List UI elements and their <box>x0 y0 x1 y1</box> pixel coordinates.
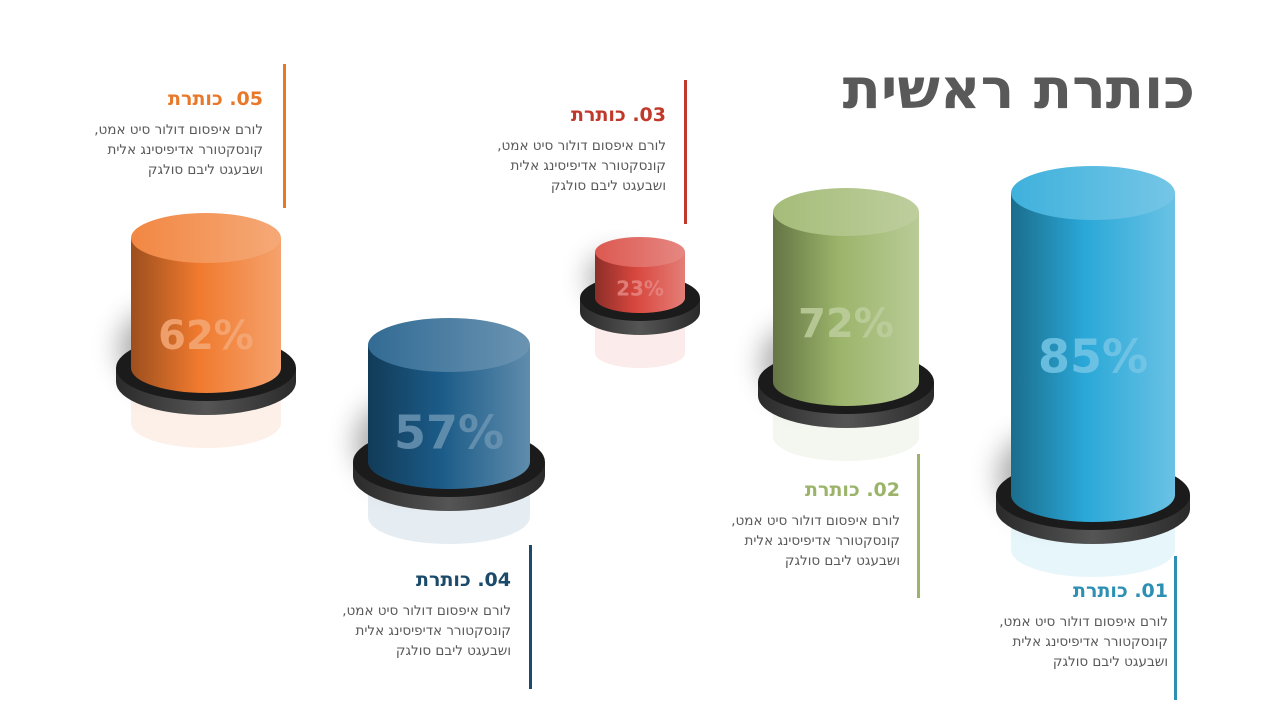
item-03-line-2: קונסקטורר אדיפיסינג אלית <box>510 158 666 174</box>
item-05-text: 05. כותרת לורם איפסום דולור סיט אמט, קונ… <box>3 86 263 180</box>
item-05-line-2: קונסקטורר אדיפיסינג אלית <box>107 142 263 158</box>
item-03-text: 03. כותרת לורם איפסום דולור סיט אמט, קונ… <box>406 102 666 196</box>
item-05-line-3: ושבעגט ליבם סולגק <box>147 162 263 178</box>
cylinder-top <box>1011 166 1175 220</box>
value-label-4: 57% <box>394 406 504 460</box>
item-04-body: לורם איפסום דולור סיט אמט, קונסקטורר אדי… <box>251 601 511 661</box>
item-04-line-3: ושבעגט ליבם סולגק <box>395 643 511 659</box>
item-02-line-1: לורם איפסום דולור סיט אמט, <box>731 513 900 529</box>
item-03-line-3: ושבעגט ליבם סולגק <box>550 178 666 194</box>
item-05-title: 05. כותרת <box>168 88 263 110</box>
item-01-line-2: קונסקטורר אדיפיסינג אלית <box>1012 634 1168 650</box>
item-01-line-3: ושבעגט ליבם סולגק <box>1052 654 1168 670</box>
cylinder-body <box>1011 193 1175 522</box>
cylinder-body <box>368 345 530 489</box>
item-02-line-2: קונסקטורר אדיפיסינג אלית <box>744 533 900 549</box>
value-label-1: 85% <box>1038 330 1148 384</box>
item-01-title: 01. כותרת <box>1073 580 1168 602</box>
page-title: כותרת ראשית <box>842 57 1195 122</box>
item-02-text: 02. כותרת לורם איפסום דולור סיט אמט, קונ… <box>640 477 900 571</box>
divider-02 <box>917 454 920 598</box>
item-05-line-1: לורם איפסום דולור סיט אמט, <box>94 122 263 138</box>
cylinder-top <box>131 213 281 263</box>
divider-05 <box>283 64 286 208</box>
value-label-2: 72% <box>798 301 894 347</box>
item-02-title: 02. כותרת <box>805 479 900 501</box>
item-02-body: לורם איפסום דולור סיט אמט, קונסקטורר אדי… <box>640 511 900 571</box>
cylinder-body <box>773 212 919 406</box>
cylinder-5: 62% <box>116 213 296 448</box>
cylinder-top <box>368 318 530 372</box>
cylinder-body <box>131 238 281 393</box>
item-02-line-3: ושבעגט ליבם סולגק <box>784 553 900 569</box>
value-label-5: 62% <box>158 313 254 359</box>
cylinder-top <box>773 188 919 236</box>
item-01-line-1: לורם איפסום דולור סיט אמט, <box>999 614 1168 630</box>
cylinder-3: 23% <box>580 237 700 368</box>
cylinder-4: 57% <box>353 318 545 544</box>
item-03-title: 03. כותרת <box>571 104 666 126</box>
divider-01 <box>1174 556 1177 700</box>
cylinder-top <box>595 237 685 267</box>
cylinder-2: 72% <box>758 188 934 461</box>
divider-04 <box>529 545 532 689</box>
item-04-line-1: לורם איפסום דולור סיט אמט, <box>342 603 511 619</box>
item-01-text: 01. כותרת לורם איפסום דולור סיט אמט, קונ… <box>908 578 1168 672</box>
item-01-body: לורם איפסום דולור סיט אמט, קונסקטורר אדי… <box>908 612 1168 672</box>
value-label-3: 23% <box>616 277 664 301</box>
cylinder-body <box>595 252 685 313</box>
item-04-text: 04. כותרת לורם איפסום דולור סיט אמט, קונ… <box>251 567 511 661</box>
cylinder-1: 85% <box>996 166 1190 577</box>
item-04-line-2: קונסקטורר אדיפיסינג אלית <box>355 623 511 639</box>
divider-03 <box>684 80 687 224</box>
item-03-body: לורם איפסום דולור סיט אמט, קונסקטורר אדי… <box>406 136 666 196</box>
item-05-body: לורם איפסום דולור סיט אמט, קונסקטורר אדי… <box>3 120 263 180</box>
item-04-title: 04. כותרת <box>416 569 511 591</box>
item-03-line-1: לורם איפסום דולור סיט אמט, <box>497 138 666 154</box>
